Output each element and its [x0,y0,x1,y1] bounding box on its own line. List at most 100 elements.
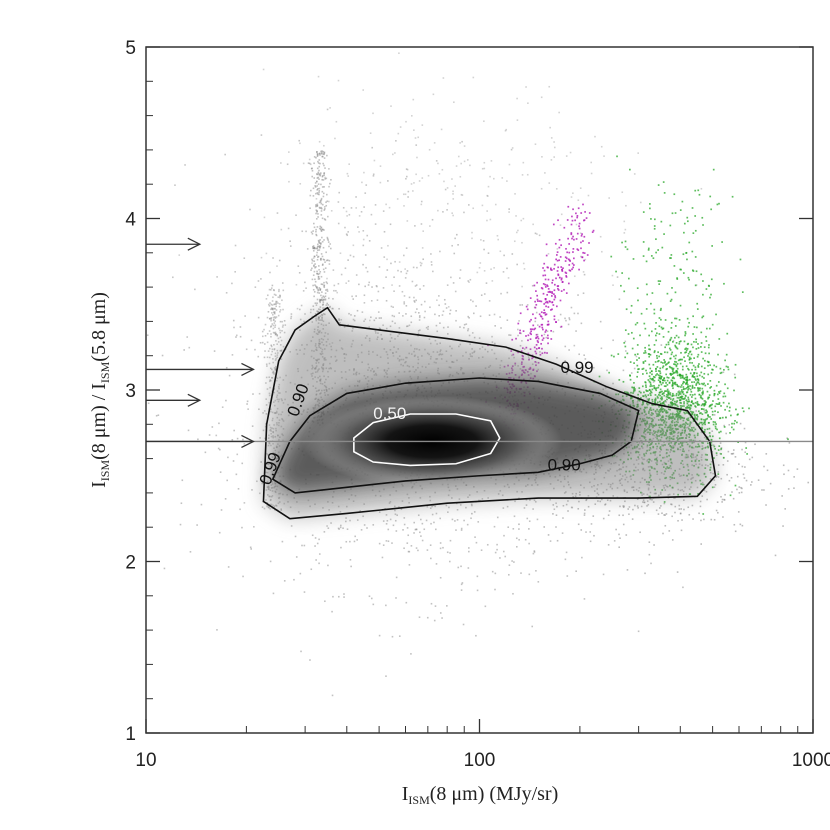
grey-scatter-point [584,358,587,360]
green-scatter-point [688,406,690,409]
grey-scatter-point [405,175,408,178]
grey-scatter-point [319,247,321,249]
grey-scatter-point [503,254,505,257]
grey-scatter-point [265,413,268,415]
grey-scatter-point [562,504,565,507]
grey-scatter-point [260,278,262,280]
grey-scatter-point [475,305,477,307]
grey-scatter-point [319,174,322,177]
green-scatter-point [718,202,720,205]
green-scatter-point [684,348,686,351]
grey-scatter-point [243,502,246,504]
grey-scatter-point [589,531,592,533]
green-scatter-point [690,343,693,346]
grey-scatter-point [439,576,442,579]
grey-scatter-point [295,556,298,558]
magenta-scatter-point [543,309,546,312]
grey-scatter-point [511,560,513,562]
green-scatter-point [664,361,666,364]
grey-scatter-point [275,303,277,306]
grey-scatter-point [636,498,639,501]
grey-scatter-point [403,205,405,207]
grey-scatter-point [468,317,470,319]
grey-scatter-point [521,304,524,306]
grey-scatter-point [433,142,436,144]
grey-scatter-point [315,230,317,233]
grey-scatter-point [521,241,523,244]
grey-scatter-point [294,535,297,538]
green-scatter-point [680,384,683,387]
grey-scatter-point [430,261,433,263]
grey-scatter-point [274,326,276,328]
magenta-scatter-point [547,320,550,323]
magenta-scatter-point [557,273,560,276]
grey-scatter-point [316,249,319,252]
grey-scatter-point [490,268,492,271]
grey-scatter-point [723,424,725,427]
grey-scatter-point [309,163,312,166]
grey-scatter-point [314,278,316,281]
magenta-scatter-point [555,321,557,323]
grey-scatter-point [271,300,274,302]
grey-scatter-point [470,503,473,506]
grey-scatter-point [392,524,395,527]
grey-scatter-point [347,280,350,282]
magenta-scatter-point [553,315,556,318]
grey-scatter-point [344,267,347,270]
grey-scatter-point [502,507,505,509]
grey-scatter-point [657,513,660,515]
green-scatter-point [674,383,677,386]
magenta-scatter-point [533,284,536,287]
grey-scatter-point [533,499,536,502]
grey-scatter-point [403,523,406,526]
grey-scatter-point [506,505,509,508]
magenta-scatter-point [541,326,544,329]
grey-scatter-point [235,334,238,337]
grey-scatter-point [439,322,441,324]
grey-scatter-point [405,120,407,123]
grey-scatter-point [331,610,333,613]
green-scatter-point [644,384,647,387]
grey-scatter-point [317,188,319,190]
green-scatter-point [647,249,650,251]
green-scatter-point [683,401,685,403]
green-scatter-point [663,192,666,194]
green-scatter-point [671,370,674,373]
grey-scatter-point [273,293,276,296]
grey-scatter-point [568,317,571,319]
grey-scatter-point [523,507,526,509]
green-scatter-point [664,346,667,349]
grey-scatter-point [445,307,448,309]
grey-scatter-point [441,314,444,316]
green-scatter-point [694,215,697,217]
grey-scatter-point [250,339,253,342]
magenta-scatter-point [570,233,573,236]
grey-scatter-point [317,278,320,280]
grey-scatter-point [348,312,350,315]
magenta-scatter-point [569,260,571,262]
grey-scatter-point [373,159,376,162]
grey-scatter-point [584,258,587,261]
grey-scatter-point [320,257,322,260]
grey-scatter-point [660,344,663,346]
grey-scatter-point [355,274,358,276]
grey-scatter-point [281,540,284,543]
green-scatter-point [651,400,654,403]
grey-scatter-point [692,518,694,520]
green-scatter-point [660,375,663,378]
grey-scatter-point [200,503,203,506]
grey-scatter-point [567,323,570,326]
green-scatter-point [724,395,727,398]
grey-scatter-point [557,319,560,321]
grey-scatter-point [320,150,322,153]
grey-scatter-point [627,508,630,510]
green-scatter-point [675,365,678,368]
green-scatter-point [690,413,693,416]
magenta-scatter-point [567,237,569,240]
magenta-scatter-point [530,318,532,321]
magenta-scatter-point [561,270,564,272]
grey-scatter-point [744,441,747,444]
grey-scatter-point [472,300,474,303]
grey-scatter-point [408,324,411,327]
grey-scatter-point [333,289,335,292]
